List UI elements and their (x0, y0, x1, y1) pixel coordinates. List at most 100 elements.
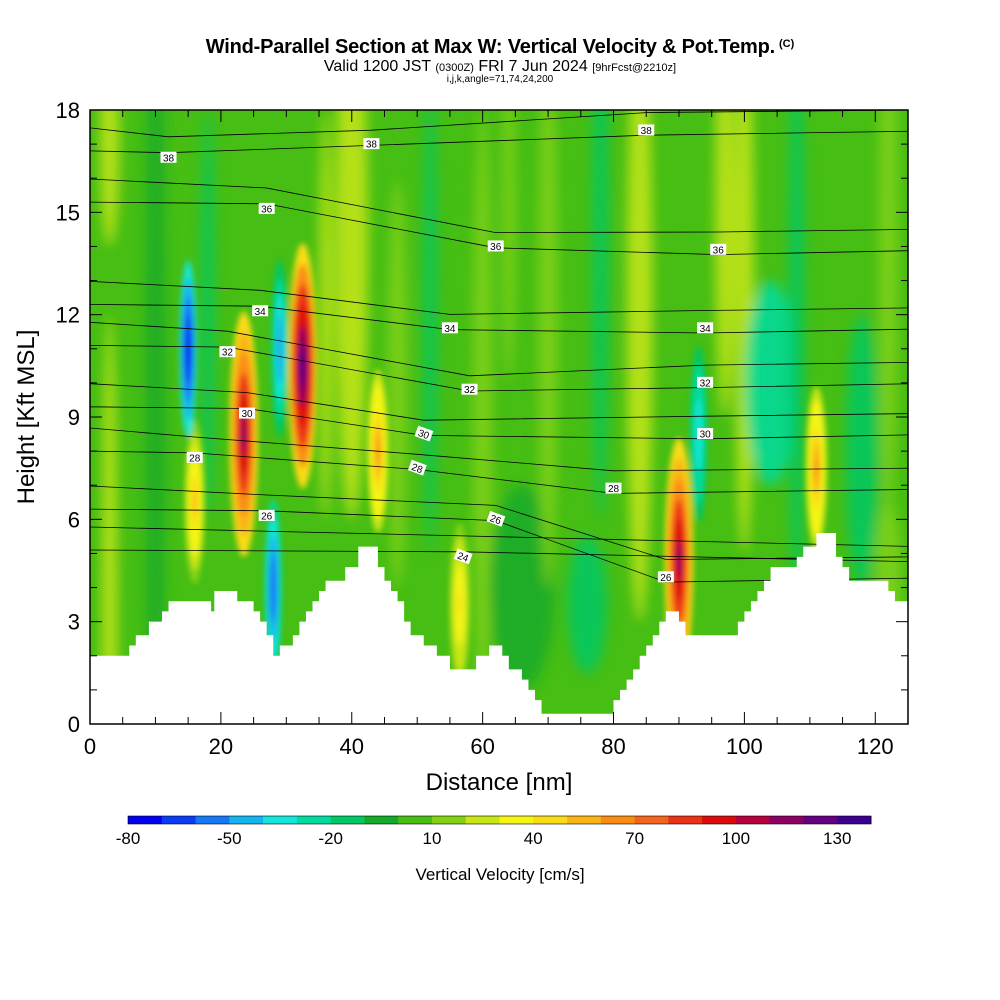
isentrope-label: 30 (241, 409, 253, 420)
isentrope-label-group: 36 (487, 240, 504, 253)
isentrope-label-group: 34 (252, 305, 269, 318)
colorbar-swatch (161, 816, 197, 824)
colorbar-swatch (567, 816, 602, 824)
isentrope-label-box (441, 322, 458, 334)
downdraft-core (271, 569, 275, 606)
isentrope-label-group: 28 (407, 459, 427, 476)
isentrope-label: 26 (488, 513, 503, 527)
field-streak (101, 314, 118, 724)
isentrope-label-box (697, 428, 714, 440)
colorbar-swatch (837, 816, 872, 824)
x-tick-label: 20 (209, 734, 233, 759)
field-streak (592, 110, 609, 520)
field-streak (538, 110, 558, 588)
isentrope-line (90, 485, 908, 560)
isentrope-label: 34 (700, 324, 712, 335)
isentrope-label-box (638, 124, 655, 136)
isentrope-label: 30 (700, 430, 712, 441)
isentrope-label-group: 28 (605, 482, 622, 495)
isentrope-label: 36 (490, 242, 502, 253)
colorbar-swatch (398, 816, 433, 824)
isentrope-label: 38 (366, 140, 378, 151)
isentrope-line (90, 526, 908, 547)
y-tick-label: 3 (68, 610, 80, 635)
isentrope-label: 34 (444, 324, 456, 335)
isentrope-label-box (461, 383, 478, 395)
colorbar-swatch (195, 816, 230, 824)
x-tick-label: 100 (726, 734, 763, 759)
y-tick-label: 0 (68, 712, 80, 737)
title-mark: (C) (778, 38, 795, 50)
isentrope-label-group: 32 (461, 383, 478, 396)
terrain (90, 532, 908, 724)
isentrope-label-group: 30 (239, 407, 256, 420)
x-tick-label: 60 (470, 734, 494, 759)
colorbar-swatch (364, 816, 399, 824)
chart-subsubtitle: i,j,k,angle=71,74,24,200 (446, 74, 554, 85)
field-streak (567, 536, 607, 673)
colorbar-tick-label: 100 (722, 829, 750, 848)
isentrope-line (90, 321, 908, 377)
colorbar-tick-label: 70 (625, 829, 644, 848)
x-axis-title: Distance [nm] (426, 769, 573, 796)
isentrope-label-box (605, 482, 622, 494)
updraft-core (814, 454, 819, 482)
isentrope-label-box (697, 322, 714, 334)
colorbar-swatch (465, 816, 500, 824)
x-tick-label: 80 (601, 734, 625, 759)
x-tick-label: 0 (84, 734, 96, 759)
subtitle-utc: (0300Z) (435, 62, 474, 74)
colorbar-swatch (296, 816, 332, 824)
colorbar-tick-label: -80 (116, 829, 141, 848)
colorbar-swatch (431, 816, 467, 824)
isentrope-label: 30 (416, 428, 431, 442)
y-tick-label: 15 (56, 200, 80, 225)
field-streak (714, 110, 735, 417)
colorbar-swatch (634, 816, 669, 824)
isentrope-label: 28 (410, 462, 425, 476)
field-streak (387, 178, 408, 588)
isentrope-label: 38 (641, 126, 653, 137)
colorbar-swatch (229, 816, 264, 824)
isentrope-label-box (487, 240, 504, 252)
colorbar-tick-label: 10 (422, 829, 441, 848)
colorbar-tick-label: -20 (318, 829, 343, 848)
y-axis-title: Height [Kft MSL] (13, 330, 40, 505)
colorbar: -80 -50 -20 10 40 70 100 130 Vertical Velocity [… (116, 815, 872, 884)
colorbar-swatch (128, 816, 163, 824)
x-tick-label: 40 (340, 734, 364, 759)
isentrope-label: 32 (222, 348, 234, 359)
field-streak (878, 110, 899, 520)
subtitle-fcst: [9hrFcst@2210z] (592, 62, 677, 74)
colorbar-swatch (803, 816, 838, 824)
isentrope-label-box (453, 548, 473, 565)
isentrope-label-box (697, 376, 714, 388)
isentrope-label: 26 (660, 573, 672, 584)
colorbar-swatch (769, 816, 804, 824)
title-text: Wind-Parallel Section at Max W: Vertical… (205, 36, 775, 58)
field-streak (502, 110, 516, 383)
downdraft-core (278, 331, 282, 367)
subtitle-date: FRI 7 Jun 2024 (478, 58, 588, 75)
isentrope-line (90, 427, 908, 472)
isentrope-label-box (407, 459, 427, 476)
isentrope-label-group: 24 (453, 548, 473, 565)
isentrope-label-group: 34 (697, 322, 714, 335)
chart-subtitle: Valid 1200 JST (0300Z) FRI 7 Jun 2024 [9… (0, 58, 1000, 77)
isentrope-label: 26 (261, 511, 273, 522)
updraft-core (457, 590, 462, 619)
isentrope-label: 32 (464, 385, 476, 396)
isentrope-label-group: 34 (441, 322, 458, 335)
field-streak (201, 110, 215, 520)
colorbar-swatch (735, 816, 771, 824)
isentrope-label: 36 (261, 204, 273, 215)
field-streak (845, 314, 879, 588)
updraft-core (676, 539, 682, 581)
isentrope-label-group: 36 (710, 243, 727, 256)
isentrope-label-box (363, 138, 380, 150)
field-streak (788, 110, 805, 622)
isentrope-label-group: 32 (219, 346, 236, 359)
isentrope-label-box (710, 243, 727, 255)
isentrope-label: 34 (255, 307, 267, 318)
isentrope-label-box (258, 509, 275, 521)
